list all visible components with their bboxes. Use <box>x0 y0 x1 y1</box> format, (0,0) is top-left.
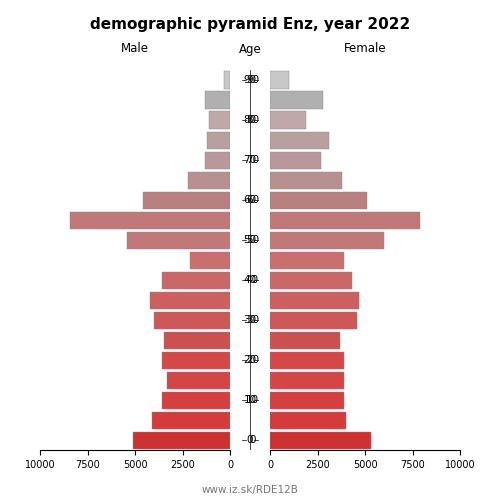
Text: 90: 90 <box>244 75 256 85</box>
Text: 40: 40 <box>246 275 259 285</box>
Text: 80: 80 <box>246 115 259 125</box>
Text: 60: 60 <box>244 195 256 205</box>
Text: 80: 80 <box>244 115 256 125</box>
Bar <box>270 412 346 428</box>
Bar <box>270 152 322 168</box>
Bar <box>209 112 230 128</box>
Bar <box>270 312 358 328</box>
Text: www.iz.sk/RDE12B: www.iz.sk/RDE12B <box>202 484 298 494</box>
Text: 10: 10 <box>246 395 259 405</box>
Text: 40: 40 <box>244 275 256 285</box>
Bar <box>270 292 360 308</box>
Bar <box>162 352 230 368</box>
Text: 0: 0 <box>247 435 254 445</box>
Bar <box>270 132 329 148</box>
Bar <box>270 272 351 288</box>
Bar <box>206 152 230 168</box>
Bar <box>190 252 230 268</box>
Bar <box>270 372 344 388</box>
Bar <box>270 72 289 88</box>
Text: Age: Age <box>238 42 262 56</box>
Text: 90: 90 <box>246 75 259 85</box>
Bar <box>270 252 344 268</box>
Bar <box>133 432 230 448</box>
Bar <box>70 212 230 228</box>
Bar <box>270 232 384 248</box>
Text: Male: Male <box>121 42 149 56</box>
Bar <box>162 392 230 408</box>
Bar <box>152 412 230 428</box>
Bar <box>206 92 230 108</box>
Bar <box>224 72 230 88</box>
Bar <box>128 232 230 248</box>
Bar <box>270 352 344 368</box>
Text: 20: 20 <box>244 355 256 365</box>
Bar <box>188 172 230 188</box>
Bar <box>270 332 340 348</box>
Text: 0: 0 <box>249 435 256 445</box>
Text: 70: 70 <box>244 155 256 165</box>
Bar <box>270 112 306 128</box>
Text: 50: 50 <box>246 235 259 245</box>
Text: Female: Female <box>344 42 386 56</box>
Bar <box>142 192 230 208</box>
Bar <box>168 372 230 388</box>
Bar <box>270 392 344 408</box>
Bar <box>270 172 342 188</box>
Text: 10: 10 <box>244 395 256 405</box>
Text: 50: 50 <box>244 235 256 245</box>
Bar <box>270 212 420 228</box>
Bar <box>207 132 230 148</box>
Bar <box>270 192 367 208</box>
Text: 30: 30 <box>244 315 256 325</box>
Text: 60: 60 <box>246 195 259 205</box>
Text: 70: 70 <box>246 155 259 165</box>
Text: 30: 30 <box>246 315 259 325</box>
Bar <box>150 292 230 308</box>
Text: 20: 20 <box>246 355 259 365</box>
Text: demographic pyramid Enz, year 2022: demographic pyramid Enz, year 2022 <box>90 18 410 32</box>
Bar <box>154 312 230 328</box>
Bar <box>162 272 230 288</box>
Bar <box>270 432 370 448</box>
Bar <box>270 92 323 108</box>
Bar <box>164 332 230 348</box>
